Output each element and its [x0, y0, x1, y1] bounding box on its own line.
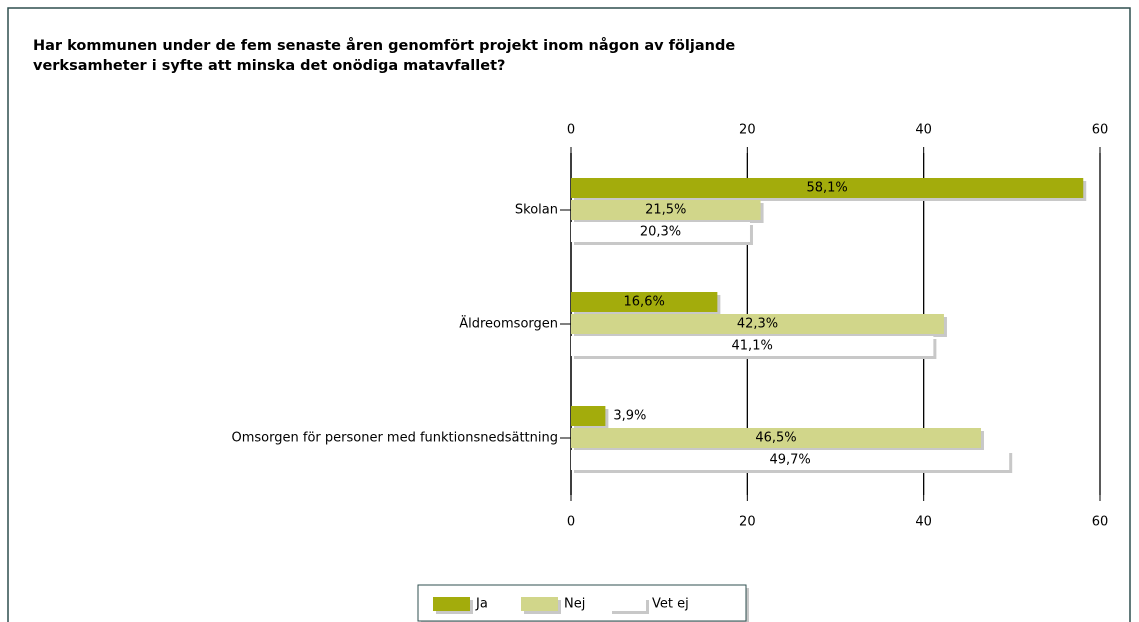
chart-title: verksamheter i syfte att minska det onöd…	[33, 58, 505, 74]
x-tick-label: 20	[739, 123, 756, 138]
legend-swatch	[609, 597, 646, 611]
x-tick-label: 0	[567, 123, 575, 138]
legend-swatch	[521, 597, 558, 611]
legend-label: Nej	[564, 597, 585, 612]
bar	[571, 450, 1010, 470]
data-label: 41,1%	[732, 339, 773, 354]
data-label: 49,7%	[769, 453, 810, 468]
data-label: 21,5%	[645, 203, 686, 218]
bar	[571, 178, 1084, 198]
y-tick-label: Äldreomsorgen	[459, 316, 558, 332]
bar	[571, 406, 606, 426]
x-tick-label: 0	[567, 515, 575, 530]
legend-label: Ja	[475, 597, 488, 612]
data-label: 3,9%	[613, 409, 646, 424]
data-label: 46,5%	[755, 431, 796, 446]
bar	[571, 314, 944, 334]
data-label: 20,3%	[640, 225, 681, 240]
x-tick-label: 60	[1092, 515, 1109, 530]
data-label: 42,3%	[737, 317, 778, 332]
y-tick-label: Omsorgen för personer med funktionsnedsä…	[232, 431, 558, 446]
legend-swatch	[433, 597, 470, 611]
legend-label: Vet ej	[652, 597, 689, 612]
x-tick-label: 20	[739, 515, 756, 530]
x-tick-label: 40	[915, 123, 932, 138]
bar	[571, 292, 718, 312]
data-label: 58,1%	[806, 181, 847, 196]
y-tick-label: Skolan	[515, 203, 558, 218]
bar	[571, 428, 981, 448]
frame	[7, 7, 1131, 622]
bar	[571, 336, 934, 356]
chart-title: Har kommunen under de fem senaste åren g…	[33, 37, 735, 54]
data-label: 16,6%	[624, 295, 665, 310]
x-tick-label: 40	[915, 515, 932, 530]
bar	[571, 222, 750, 242]
bar	[571, 200, 761, 220]
x-tick-label: 60	[1092, 123, 1109, 138]
